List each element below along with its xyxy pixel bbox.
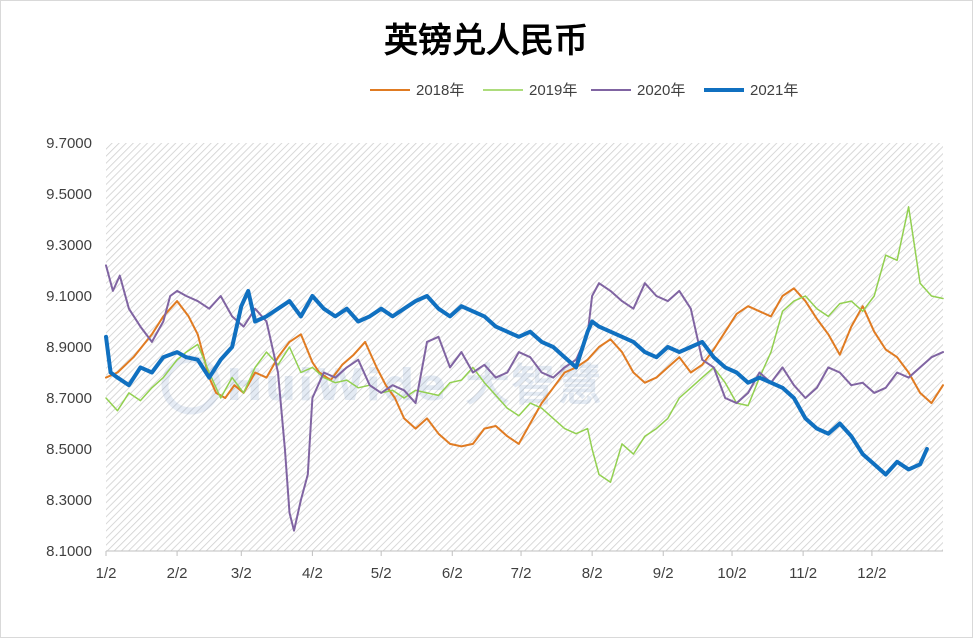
x-tick-label: 4/2 <box>302 565 323 582</box>
x-tick-label: 2/2 <box>167 565 188 582</box>
x-tick-label: 11/2 <box>789 565 817 582</box>
x-tick-label: 7/2 <box>511 565 532 582</box>
x-tick-label: 12/2 <box>857 565 886 582</box>
y-tick-label: 8.5000 <box>46 441 92 458</box>
x-tick-label: 10/2 <box>717 565 746 582</box>
y-tick-label: 8.1000 <box>46 543 92 560</box>
x-tick-label: 1/2 <box>96 565 117 582</box>
series-line-2021年 <box>104 288 929 477</box>
series-line-2019年 <box>105 206 944 483</box>
x-tick-label: 3/2 <box>231 565 252 582</box>
x-axis: 1/2 2/2 3/2 4/2 5/2 6/2 7/2 8/2 9/2 10/2 11/2 12/2 <box>96 550 943 582</box>
series-group <box>104 206 944 532</box>
y-tick-label: 9.5000 <box>46 186 92 203</box>
y-axis: 9.7000 9.5000 9.3000 9.1000 8.9000 8.7000 8.50… <box>46 135 92 560</box>
y-tick-label: 9.1000 <box>46 288 92 305</box>
y-tick-label: 8.3000 <box>46 492 92 509</box>
x-tick-label: 6/2 <box>442 565 463 582</box>
y-tick-label: 9.7000 <box>46 135 92 152</box>
x-tick-label: 9/2 <box>653 565 674 582</box>
legend-label: 2021年 <box>750 82 798 99</box>
legend-label: 2020年 <box>637 82 685 99</box>
y-tick-label: 8.7000 <box>46 390 92 407</box>
chart-title: 英镑兑人民币 <box>384 21 588 61</box>
x-tick-label: 8/2 <box>582 565 603 582</box>
plot-area-hatch <box>106 143 943 551</box>
chart-legend: 2018年 2019年 2020年 2021年 <box>370 82 798 99</box>
x-tick-label: 5/2 <box>371 565 392 582</box>
legend-label: 2019年 <box>529 82 577 99</box>
y-tick-label: 8.9000 <box>46 339 92 356</box>
series-line-2020年 <box>105 264 944 532</box>
legend-label: 2018年 <box>416 82 464 99</box>
y-tick-label: 9.3000 <box>46 237 92 254</box>
